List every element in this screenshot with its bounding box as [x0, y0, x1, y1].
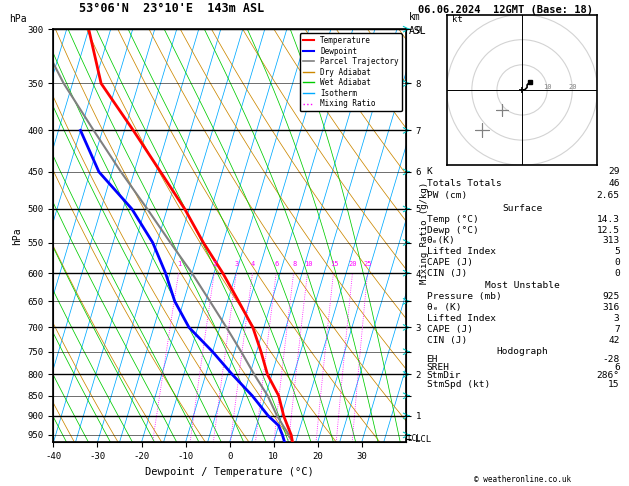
Text: Dewp (°C): Dewp (°C): [426, 226, 478, 235]
Text: 20: 20: [568, 84, 577, 89]
Text: 2: 2: [213, 261, 217, 267]
Text: 10: 10: [543, 84, 552, 89]
Text: kt: kt: [452, 15, 462, 24]
Text: 4: 4: [251, 261, 255, 267]
Text: 6: 6: [614, 363, 620, 372]
Text: StmSpd (kt): StmSpd (kt): [426, 380, 490, 389]
Text: 46: 46: [608, 179, 620, 188]
Text: 06.06.2024  12GMT (Base: 18): 06.06.2024 12GMT (Base: 18): [418, 5, 593, 15]
Text: EH: EH: [426, 355, 438, 364]
Text: Surface: Surface: [502, 204, 542, 213]
Text: Mixing Ratio (g/kg): Mixing Ratio (g/kg): [420, 182, 429, 284]
Text: 3: 3: [614, 313, 620, 323]
X-axis label: Dewpoint / Temperature (°C): Dewpoint / Temperature (°C): [145, 467, 314, 477]
Text: Temp (°C): Temp (°C): [426, 215, 478, 224]
Text: K: K: [426, 167, 432, 176]
Text: 286°: 286°: [597, 371, 620, 381]
Text: © weatheronline.co.uk: © weatheronline.co.uk: [474, 474, 571, 484]
Text: Pressure (mb): Pressure (mb): [426, 292, 501, 301]
Legend: Temperature, Dewpoint, Parcel Trajectory, Dry Adiabat, Wet Adiabat, Isotherm, Mi: Temperature, Dewpoint, Parcel Trajectory…: [299, 33, 402, 111]
Text: CIN (J): CIN (J): [426, 269, 467, 278]
Text: LCL: LCL: [407, 434, 421, 443]
Text: 1: 1: [177, 261, 182, 267]
Text: km: km: [409, 12, 421, 22]
Text: Lifted Index: Lifted Index: [426, 313, 496, 323]
Text: 53°06'N  23°10'E  143m ASL: 53°06'N 23°10'E 143m ASL: [79, 1, 264, 15]
Text: 42: 42: [608, 335, 620, 345]
Text: 8: 8: [292, 261, 296, 267]
Text: CIN (J): CIN (J): [426, 335, 467, 345]
Text: Hodograph: Hodograph: [496, 347, 548, 356]
Text: Most Unstable: Most Unstable: [485, 281, 559, 290]
Text: 925: 925: [603, 292, 620, 301]
Text: θₑ(K): θₑ(K): [426, 236, 455, 245]
Text: 0: 0: [614, 269, 620, 278]
Text: θₑ (K): θₑ (K): [426, 303, 461, 312]
Text: 6: 6: [275, 261, 279, 267]
Y-axis label: hPa: hPa: [12, 227, 22, 244]
Text: 313: 313: [603, 236, 620, 245]
Text: 15: 15: [330, 261, 338, 267]
Text: 3: 3: [235, 261, 239, 267]
Text: 2.65: 2.65: [597, 191, 620, 200]
Text: 15: 15: [608, 380, 620, 389]
Text: -28: -28: [603, 355, 620, 364]
Text: PW (cm): PW (cm): [426, 191, 467, 200]
Text: 316: 316: [603, 303, 620, 312]
Text: Totals Totals: Totals Totals: [426, 179, 501, 188]
Text: Lifted Index: Lifted Index: [426, 247, 496, 256]
Text: ASL: ASL: [409, 26, 426, 36]
Text: 7: 7: [614, 325, 620, 334]
Text: CAPE (J): CAPE (J): [426, 258, 472, 267]
Text: 25: 25: [364, 261, 372, 267]
Text: SREH: SREH: [426, 363, 450, 372]
Text: hPa: hPa: [9, 14, 27, 24]
Text: 5: 5: [614, 247, 620, 256]
Text: 10: 10: [304, 261, 313, 267]
Text: 0: 0: [614, 258, 620, 267]
Text: CAPE (J): CAPE (J): [426, 325, 472, 334]
Text: 20: 20: [349, 261, 357, 267]
Text: 29: 29: [608, 167, 620, 176]
Text: StmDir: StmDir: [426, 371, 461, 381]
Text: 12.5: 12.5: [597, 226, 620, 235]
Text: 14.3: 14.3: [597, 215, 620, 224]
